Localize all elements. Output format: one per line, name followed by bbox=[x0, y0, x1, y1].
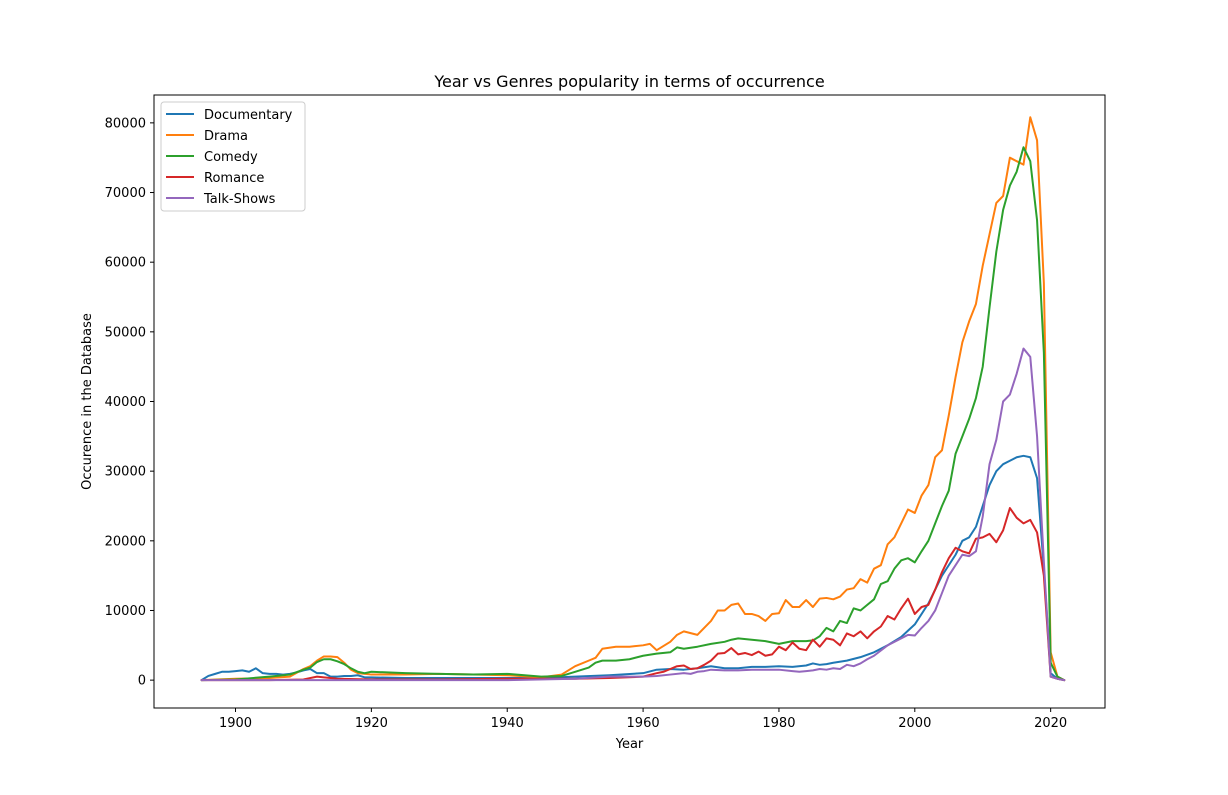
y-tick-label: 70000 bbox=[105, 186, 146, 201]
x-tick-label: 1920 bbox=[355, 716, 388, 731]
legend-label: Talk-Shows bbox=[203, 192, 276, 207]
y-tick-label: 80000 bbox=[105, 116, 146, 131]
y-tick-label: 0 bbox=[138, 674, 146, 689]
x-tick-label: 1900 bbox=[219, 716, 252, 731]
y-tick-label: 20000 bbox=[105, 534, 146, 549]
legend-label: Romance bbox=[204, 171, 264, 186]
y-axis: 0 10000 20000 30000 40000 50000 60000 70000 8000… bbox=[105, 116, 154, 689]
y-tick-label: 60000 bbox=[105, 256, 146, 271]
series-line-talk-shows bbox=[200, 347, 1066, 682]
x-tick-label: 1980 bbox=[762, 716, 795, 731]
x-tick-label: 2020 bbox=[1034, 716, 1067, 731]
y-axis-title: Occurence in the Database bbox=[80, 313, 95, 490]
legend-box bbox=[160, 101, 306, 212]
y-tick-label: 50000 bbox=[105, 325, 146, 340]
x-tick-label: 2000 bbox=[898, 716, 931, 731]
x-axis-title: Year bbox=[615, 737, 644, 752]
y-tick-label: 30000 bbox=[105, 465, 146, 480]
series-layer bbox=[200, 116, 1066, 682]
legend-label: Documentary bbox=[204, 108, 293, 123]
chart-title: Year vs Genres popularity in terms of oc… bbox=[433, 72, 824, 91]
legend-label: Drama bbox=[204, 129, 248, 144]
x-axis: 1900 1920 1940 1960 1980 2000 2020 bbox=[219, 708, 1067, 731]
y-tick-label: 40000 bbox=[105, 395, 146, 410]
series-line-comedy bbox=[200, 146, 1066, 682]
legend: Documentary Drama Comedy Romance Talk-Shows bbox=[160, 101, 306, 212]
series-line-drama bbox=[200, 116, 1066, 682]
y-tick-label: 10000 bbox=[105, 604, 146, 619]
x-tick-label: 1940 bbox=[491, 716, 524, 731]
x-tick-label: 1960 bbox=[627, 716, 660, 731]
legend-label: Comedy bbox=[204, 150, 258, 165]
